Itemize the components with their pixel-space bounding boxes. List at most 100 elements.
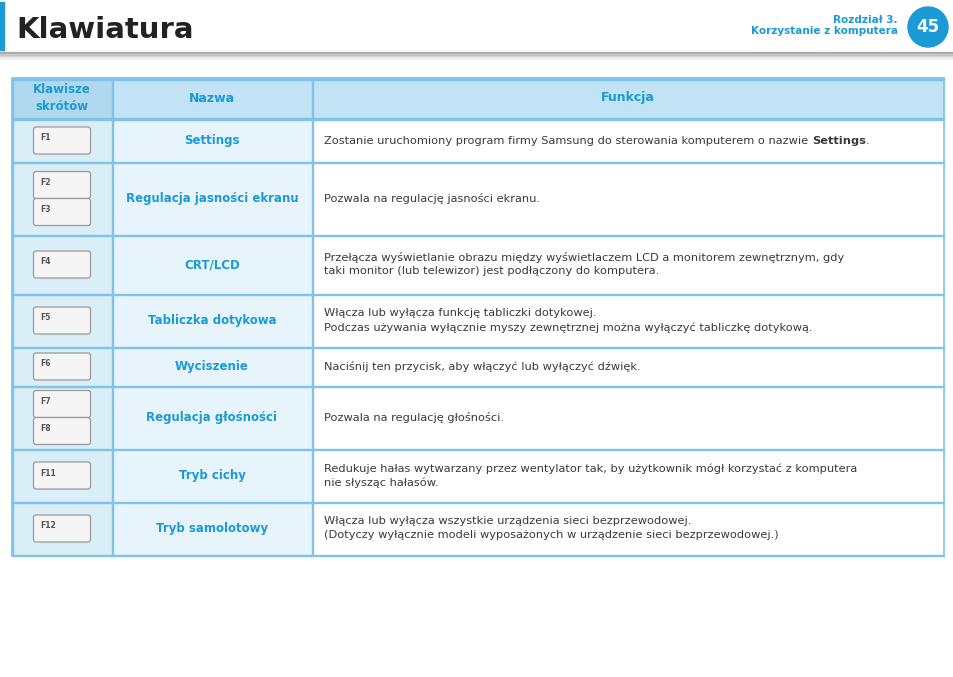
Text: Wyciszenie: Wyciszenie (175, 360, 249, 373)
Text: Włącza lub wyłącza wszystkie urządzenia sieci bezprzewodowej.: Włącza lub wyłącza wszystkie urządzenia … (324, 517, 691, 527)
Bar (312, 387, 313, 448)
Text: (Dotyczy wyłącznie modeli wyposażonych w urządzenie sieci bezprzewodowej.): (Dotyczy wyłącznie modeli wyposażonych w… (324, 531, 778, 540)
Bar (12, 448, 943, 450)
Bar (12, 502, 112, 554)
Bar (312, 347, 313, 385)
Text: F8: F8 (40, 424, 51, 433)
FancyBboxPatch shape (33, 251, 91, 278)
Text: Naciśnij ten przycisk, aby włączyć lub wyłączyć dźwięk.: Naciśnij ten przycisk, aby włączyć lub w… (324, 361, 640, 372)
Bar (312, 120, 943, 162)
Bar (12, 78, 112, 118)
Bar (312, 450, 943, 502)
Text: Nazwa: Nazwa (189, 91, 234, 104)
Text: Włącza lub wyłącza funkcję tabliczki dotykowej.: Włącza lub wyłącza funkcję tabliczki dot… (324, 309, 596, 318)
Bar (12, 236, 112, 294)
Text: Funkcja: Funkcja (600, 91, 655, 104)
FancyBboxPatch shape (33, 307, 91, 334)
Text: F12: F12 (40, 521, 55, 531)
Text: Tryb samolotowy: Tryb samolotowy (155, 522, 268, 535)
FancyBboxPatch shape (33, 127, 91, 154)
Bar (112, 294, 312, 347)
FancyBboxPatch shape (33, 418, 91, 445)
Bar (312, 162, 943, 234)
Text: F2: F2 (40, 178, 51, 187)
Text: F7: F7 (40, 397, 51, 406)
Bar (112, 502, 312, 554)
Bar (12, 78, 13, 556)
Text: F5: F5 (40, 313, 51, 322)
FancyBboxPatch shape (33, 198, 91, 225)
Bar (12, 387, 112, 448)
Text: Pozwala na regulację jasności ekranu.: Pozwala na regulację jasności ekranu. (324, 193, 539, 204)
Bar (12, 234, 943, 236)
Bar (12, 78, 943, 556)
Bar (312, 120, 313, 162)
Bar (312, 502, 943, 554)
Bar (312, 294, 313, 347)
FancyBboxPatch shape (33, 353, 91, 380)
Text: Settings: Settings (811, 135, 864, 146)
Circle shape (907, 7, 947, 47)
Bar (12, 450, 112, 502)
Bar (312, 78, 313, 118)
Bar (312, 387, 943, 448)
Bar (112, 450, 312, 502)
Bar (12, 78, 943, 79)
Bar (112, 387, 312, 448)
Text: Klawiatura: Klawiatura (16, 16, 193, 44)
Text: Przełącza wyświetlanie obrazu między wyświetlaczem LCD a monitorem zewnętrznym, : Przełącza wyświetlanie obrazu między wyś… (324, 252, 843, 263)
Text: 45: 45 (916, 18, 939, 36)
Text: CRT/LCD: CRT/LCD (184, 258, 239, 271)
Text: .: . (864, 135, 868, 146)
FancyBboxPatch shape (33, 515, 91, 542)
Text: F6: F6 (40, 359, 51, 368)
Bar (0, 55, 953, 56)
Text: Pozwala na regulację głośności.: Pozwala na regulację głośności. (324, 412, 503, 423)
Text: Klawisze
skrótów: Klawisze skrótów (33, 83, 91, 113)
Bar (112, 162, 312, 234)
Bar (12, 347, 112, 385)
Bar (0, 58, 953, 59)
Text: taki monitor (lub telewizor) jest podłączony do komputera.: taki monitor (lub telewizor) jest podłąc… (324, 267, 659, 276)
Bar (12, 162, 112, 234)
Bar (12, 385, 943, 387)
Bar (0, 56, 953, 58)
Bar (312, 502, 313, 554)
Bar (112, 120, 312, 162)
Bar (112, 236, 312, 294)
Bar (12, 118, 943, 120)
Text: Settings: Settings (184, 134, 239, 147)
Text: Tabliczka dotykowa: Tabliczka dotykowa (148, 314, 276, 327)
Text: F11: F11 (40, 468, 55, 477)
Text: F4: F4 (40, 257, 51, 267)
Bar (312, 450, 313, 502)
Text: Tryb cichy: Tryb cichy (178, 469, 245, 482)
Text: Regulacja głośności: Regulacja głośności (147, 411, 277, 424)
Bar (0, 52, 953, 53)
Bar (112, 78, 312, 118)
Bar (312, 347, 943, 385)
Bar (0, 53, 953, 55)
Text: Rozdział 3.: Rozdział 3. (833, 15, 897, 25)
Text: F1: F1 (40, 133, 51, 142)
Bar (0, 2, 4, 50)
Text: Regulacja jasności ekranu: Regulacja jasności ekranu (126, 192, 298, 205)
Bar (112, 347, 312, 385)
Bar (312, 78, 943, 118)
Text: Korzystanie z komputera: Korzystanie z komputera (750, 26, 897, 36)
Bar (12, 294, 112, 347)
Text: Zostanie uruchomiony program firmy Samsung do sterowania komputerem o nazwie: Zostanie uruchomiony program firmy Samsu… (324, 135, 811, 146)
FancyBboxPatch shape (33, 391, 91, 418)
Bar (312, 236, 313, 294)
FancyBboxPatch shape (33, 171, 91, 198)
Bar (312, 236, 943, 294)
Text: F3: F3 (40, 205, 51, 214)
Text: nie słysząc hałasów.: nie słysząc hałasów. (324, 477, 438, 487)
Text: Podczas używania wyłącznie myszy zewnętrznej można wyłączyć tabliczkę dotykową.: Podczas używania wyłącznie myszy zewnętr… (324, 322, 812, 333)
Bar (312, 294, 943, 347)
Bar (12, 120, 112, 162)
Text: Redukuje hałas wytwarzany przez wentylator tak, by użytkownik mógł korzystać z k: Redukuje hałas wytwarzany przez wentylat… (324, 463, 857, 474)
Bar (312, 162, 313, 234)
FancyBboxPatch shape (33, 462, 91, 489)
Bar (12, 554, 943, 556)
